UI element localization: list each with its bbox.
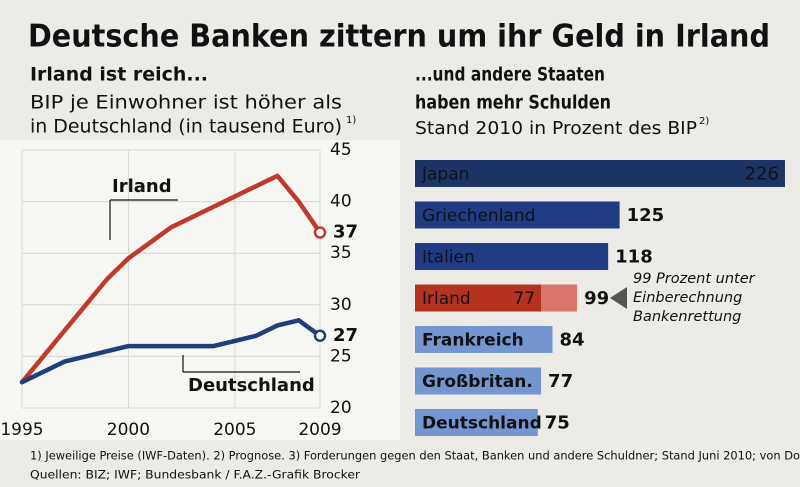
data-label: 75 bbox=[545, 413, 570, 434]
category-label: Griechenland bbox=[422, 206, 535, 226]
footnote: 1) Jeweilige Preise (IWF-Daten). 2) Prog… bbox=[30, 449, 800, 463]
data-label: 99 bbox=[584, 288, 609, 309]
y-tick-label: 25 bbox=[330, 346, 352, 366]
y-tick-label: 35 bbox=[330, 243, 352, 263]
page-title: Deutsche Banken zittern um ihr Geld in I… bbox=[28, 19, 770, 55]
line-series bbox=[19, 173, 323, 385]
annotation-arrow bbox=[610, 287, 627, 309]
bar bbox=[415, 326, 553, 353]
category-label: Deutschland bbox=[422, 414, 542, 434]
bar bbox=[415, 201, 620, 229]
bar bbox=[415, 284, 542, 312]
chart-subtitle: Stand 2010 in Prozent des BIP bbox=[415, 118, 697, 139]
y-tick-label: 20 bbox=[330, 398, 352, 418]
annotation: Bankenrettung bbox=[633, 309, 741, 325]
annotation: 99 Prozent unter bbox=[633, 271, 756, 287]
data-label: 125 bbox=[627, 205, 665, 226]
chart-subtitle: BIP je Einwohner ist höher als bbox=[30, 92, 342, 114]
x-tick-label: 1995 bbox=[0, 420, 43, 440]
chart-subtitle: in Deutschland (in tausend Euro) bbox=[30, 116, 342, 138]
end-point bbox=[313, 329, 327, 343]
data-label: 77 bbox=[548, 371, 573, 392]
end-point bbox=[313, 226, 327, 239]
footnote-ref: 1) bbox=[346, 115, 356, 126]
category-label: Irland bbox=[422, 289, 471, 309]
bar bbox=[415, 409, 538, 436]
data-label: 37 bbox=[333, 222, 358, 243]
annotation: Einberechnung bbox=[633, 290, 742, 306]
line-series bbox=[19, 318, 323, 385]
category-label: Großbritan. bbox=[422, 372, 533, 392]
y-tick-label: 40 bbox=[330, 192, 352, 212]
x-tick-label: 2000 bbox=[107, 420, 150, 440]
bar bbox=[415, 160, 785, 187]
x-tick-label: 2005 bbox=[213, 420, 256, 440]
data-label: 77 bbox=[513, 289, 535, 309]
chart-title: haben mehr Schulden bbox=[415, 92, 611, 114]
footnote-ref: 2) bbox=[699, 116, 709, 127]
y-tick-label: 45 bbox=[330, 140, 352, 160]
data-label: 84 bbox=[560, 330, 585, 351]
chart-title: Irland ist reich... bbox=[30, 64, 208, 86]
x-tick-label: 2009 bbox=[298, 420, 341, 440]
footnote: Quellen: BIZ; IWF; Bundesbank / F.A.Z.-G… bbox=[30, 468, 360, 482]
legend-label: Deutschland bbox=[188, 375, 315, 396]
bar bbox=[415, 367, 542, 395]
data-label: 27 bbox=[333, 325, 358, 346]
category-label: Frankreich bbox=[422, 331, 524, 351]
chart-title: ...und andere Staaten bbox=[415, 64, 605, 86]
bar bbox=[415, 243, 609, 270]
plot-background bbox=[0, 140, 400, 440]
data-label: 118 bbox=[615, 247, 653, 268]
category-label: Italien bbox=[422, 248, 475, 268]
legend-label: Irland bbox=[112, 176, 172, 197]
y-tick-label: 30 bbox=[330, 295, 352, 315]
data-label: 226 bbox=[745, 164, 779, 185]
category-label: Japan bbox=[421, 165, 469, 185]
